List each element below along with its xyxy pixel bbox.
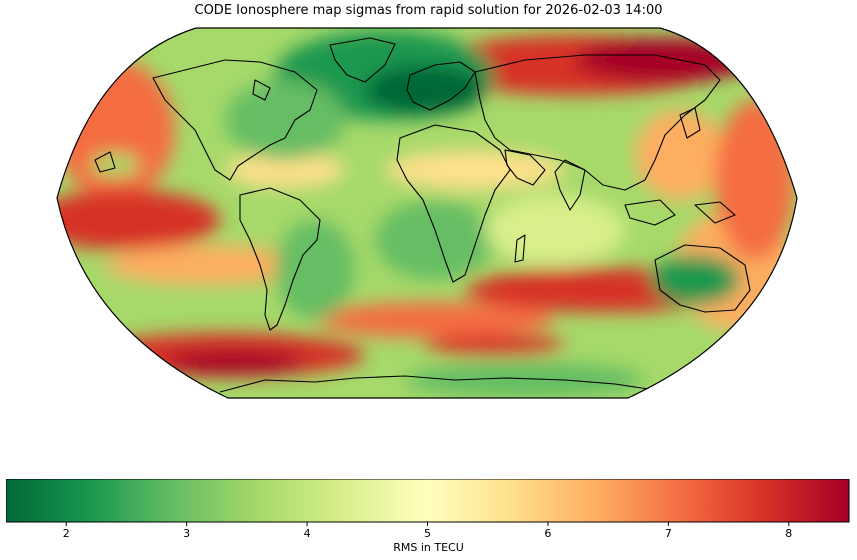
colorbar-tick-label: 6 [544,527,551,540]
coastlines [94,37,778,393]
colorbar-tick-label: 2 [63,527,70,540]
colorbar-ticks: 2 3 4 5 6 7 8 [63,522,792,540]
colorbar-gradient [6,479,850,523]
colorbar: 2 3 4 5 6 7 8 [6,479,850,540]
colorbar-tick-label: 8 [785,527,792,540]
rms-field [57,28,797,398]
colorbar-tick-label: 5 [424,527,431,540]
map-title: CODE Ionosphere map sigmas from rapid so… [194,3,663,18]
colorbar-tick-label: 3 [183,527,190,540]
colorbar-tick-label: 7 [665,527,672,540]
colorbar-label: RMS in TECU [393,541,464,554]
ionosphere-sigma-map [56,27,798,399]
colorbar-tick-label: 4 [304,527,311,540]
